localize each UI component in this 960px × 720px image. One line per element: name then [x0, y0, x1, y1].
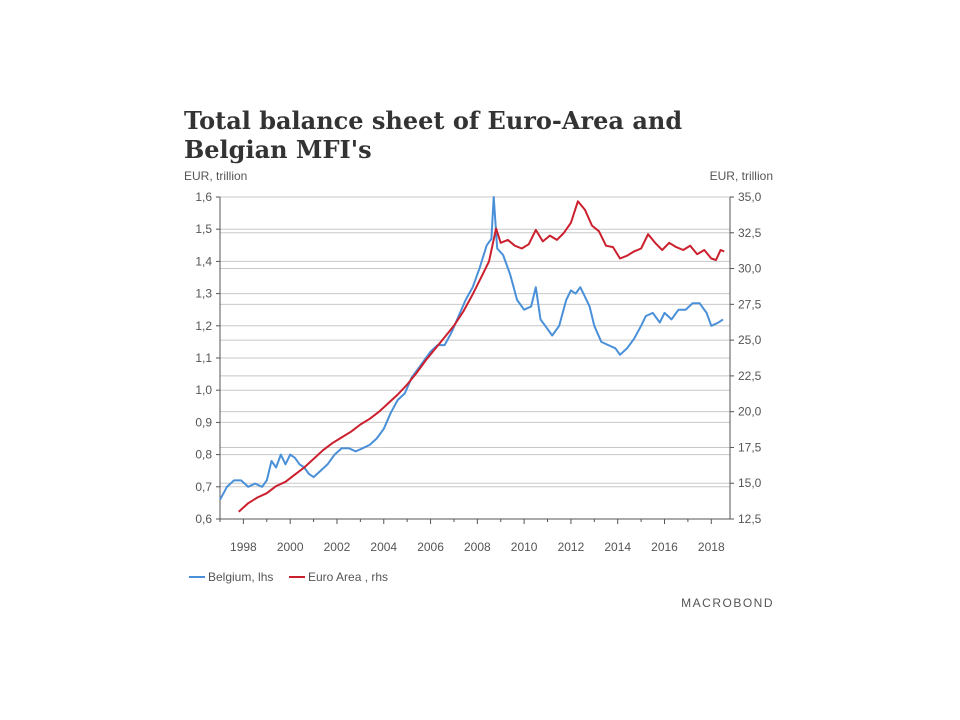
chart-title: Total balance sheet of Euro-Area and Bel… — [184, 106, 683, 164]
x-tick-label: 2006 — [417, 540, 444, 554]
x-tick-label: 2002 — [324, 540, 351, 554]
left-tick-label: 1,0 — [195, 383, 212, 397]
right-tick-label: 35,0 — [738, 190, 762, 204]
left-tick-label: 1,4 — [195, 254, 212, 268]
right-tick-label: 25,0 — [738, 333, 762, 347]
left-tick-label: 0,6 — [195, 512, 212, 526]
series-lines — [219, 196, 725, 513]
x-axis-tick-labels: 1998 2000 2002 2004 2006 2008 2010 2012 2014 2016… — [230, 540, 725, 554]
left-tick-label: 0,9 — [195, 415, 212, 429]
x-tick-label: 2014 — [604, 540, 631, 554]
right-tick-label: 12,5 — [738, 512, 762, 526]
legend: Belgium, lhs Euro Area , rhs — [189, 570, 388, 584]
right-tick-label: 17,5 — [738, 440, 762, 454]
x-tick-label: 2018 — [698, 540, 725, 554]
right-tick-label: 32,5 — [738, 226, 762, 240]
right-axis-unit-label: EUR, trillion — [710, 169, 773, 183]
x-tick-label: 1998 — [230, 540, 257, 554]
right-tick-label: 30,0 — [738, 262, 762, 276]
x-tick-label: 2012 — [558, 540, 585, 554]
series-line-belgium — [219, 196, 724, 501]
gridlines — [220, 196, 730, 520]
right-tick-label: 20,0 — [738, 405, 762, 419]
legend-label-euro-area: Euro Area , rhs — [308, 570, 388, 584]
x-tick-label: 2000 — [277, 540, 304, 554]
right-tick-label: 27,5 — [738, 297, 762, 311]
series-line-euro-area — [238, 200, 725, 513]
macrobond-logo: MACROBOND — [681, 596, 774, 610]
x-tick-label: 2008 — [464, 540, 491, 554]
right-axis-tick-labels: 12,5 15,0 17,5 20,0 22,5 25,0 27,5 30,0 32,5 35,0 — [738, 190, 762, 526]
legend-label-belgium: Belgium, lhs — [208, 570, 273, 584]
left-tick-label: 0,7 — [195, 480, 212, 494]
left-tick-label: 1,5 — [195, 222, 212, 236]
left-tick-label: 1,3 — [195, 287, 212, 301]
right-tick-label: 22,5 — [738, 369, 762, 383]
x-tick-label: 2016 — [651, 540, 678, 554]
x-tick-label: 2010 — [511, 540, 538, 554]
left-tick-label: 1,2 — [195, 319, 212, 333]
x-tick-label: 2004 — [370, 540, 397, 554]
right-tick-label: 15,0 — [738, 476, 762, 490]
left-tick-label: 1,1 — [195, 351, 212, 365]
axes — [216, 196, 734, 524]
left-tick-label: 1,6 — [195, 190, 212, 204]
left-axis-tick-labels: 0,6 0,7 0,8 0,9 1,0 1,1 1,2 1,3 1,4 1,5 1,6 — [195, 190, 212, 526]
left-tick-label: 0,8 — [195, 448, 212, 462]
left-axis-unit-label: EUR, trillion — [184, 169, 247, 183]
